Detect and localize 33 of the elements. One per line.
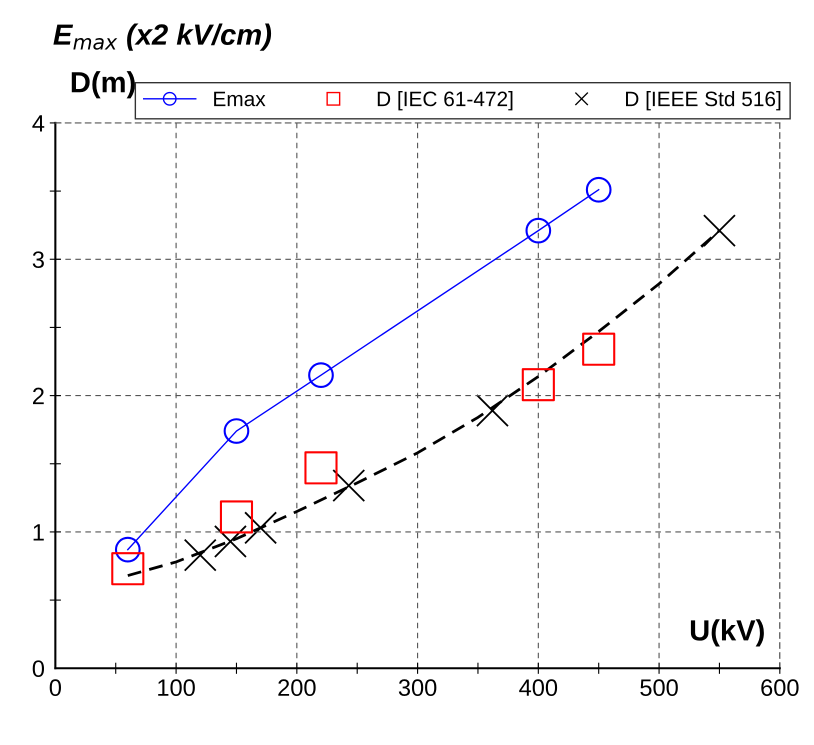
point xyxy=(220,500,254,534)
x-tick-label: 100 xyxy=(158,679,195,696)
x-tick-label: 200 xyxy=(278,679,316,696)
x-axis-title: U(kV) xyxy=(690,619,764,646)
y-tick-label: 0 xyxy=(32,660,44,678)
point xyxy=(308,362,334,388)
point xyxy=(214,525,247,558)
point xyxy=(111,552,144,586)
x-tick-label: 400 xyxy=(519,679,558,696)
point xyxy=(586,176,612,203)
point xyxy=(522,368,555,402)
y-tick-label: 1 xyxy=(34,524,44,540)
y-axis-title: D(m) xyxy=(72,71,135,98)
x-tick-label: 0 xyxy=(50,679,61,696)
y-tick-label: 4 xyxy=(32,115,44,132)
legend-label: D [IEC 61-472] xyxy=(378,91,512,110)
point xyxy=(525,218,552,244)
point xyxy=(476,394,509,428)
x-tick-label: 600 xyxy=(761,679,799,696)
chart-title: E$_{max}$ (x2 kV/cm) xyxy=(53,24,272,51)
point xyxy=(114,536,141,563)
y-tick-label: 2 xyxy=(32,388,44,404)
point xyxy=(332,469,366,502)
point xyxy=(184,538,217,572)
legend-label: Emax xyxy=(214,92,266,106)
point xyxy=(244,511,278,544)
legend-label: D [IEEE Std 516] xyxy=(626,91,780,110)
point xyxy=(582,332,616,366)
x-tick-label: 500 xyxy=(640,679,678,696)
point xyxy=(224,418,250,444)
point xyxy=(304,451,338,484)
x-tick-label: 300 xyxy=(398,679,436,696)
y-tick-label: 3 xyxy=(32,251,44,268)
